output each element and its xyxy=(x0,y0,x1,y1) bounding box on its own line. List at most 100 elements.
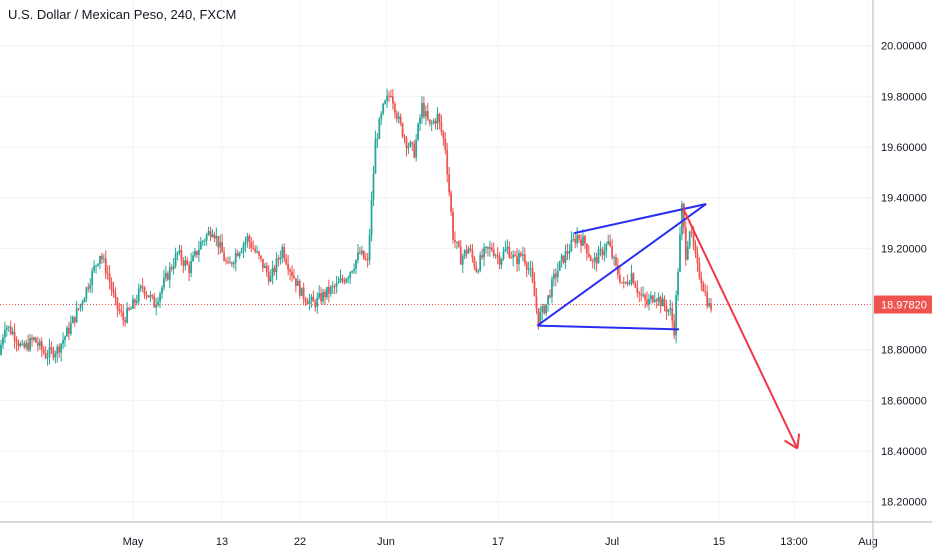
candle-body xyxy=(75,308,78,323)
candle-body xyxy=(653,299,656,302)
x-tick-label: May xyxy=(123,536,144,548)
candle-body xyxy=(327,286,330,294)
candle-body xyxy=(110,281,113,290)
candle-body xyxy=(675,295,678,336)
candle-body xyxy=(79,304,82,309)
candle-body xyxy=(384,100,387,104)
candle-body xyxy=(324,291,326,298)
candle-body xyxy=(205,234,208,241)
candle-body xyxy=(504,249,507,252)
candle-body xyxy=(570,239,573,252)
candle-body xyxy=(391,96,394,104)
candle-body xyxy=(211,234,214,237)
candle-body xyxy=(518,253,520,265)
candle-body xyxy=(244,241,247,245)
candle-body xyxy=(248,236,251,243)
candle-body xyxy=(640,293,643,296)
candle-body xyxy=(9,326,12,334)
candle-body xyxy=(242,244,245,251)
candle-body xyxy=(58,346,61,353)
candle-body xyxy=(106,273,109,275)
candle-body xyxy=(36,342,39,346)
candle-body xyxy=(322,291,324,302)
candle-body xyxy=(320,293,322,302)
candle-body xyxy=(130,308,132,310)
candle-body xyxy=(648,298,650,305)
candle-body xyxy=(188,264,191,274)
candle-body xyxy=(584,236,586,244)
candle-body xyxy=(355,260,357,269)
candle-body xyxy=(97,263,99,266)
candle-body xyxy=(452,211,454,240)
candle-body xyxy=(382,103,385,114)
candle-body xyxy=(137,288,140,302)
candle-body xyxy=(46,356,49,359)
candle-body xyxy=(33,337,35,340)
candle-body xyxy=(267,272,270,282)
candle-body xyxy=(229,262,231,264)
candle-body xyxy=(353,268,355,272)
candle-body xyxy=(170,267,173,269)
candle-body xyxy=(230,262,233,265)
candle-body xyxy=(2,337,4,345)
candle-body xyxy=(436,113,439,124)
candle-body xyxy=(73,316,76,323)
candle-body xyxy=(487,246,489,249)
candle-body xyxy=(339,278,342,282)
candle-body xyxy=(118,308,121,311)
candle-body xyxy=(285,258,288,264)
candle-body xyxy=(180,250,183,261)
candle-body xyxy=(708,303,710,307)
candle-body xyxy=(510,257,513,259)
candle-body xyxy=(609,241,612,247)
candle-body xyxy=(91,270,94,285)
candle-body xyxy=(681,203,683,235)
candle-body xyxy=(657,296,660,302)
candle-body xyxy=(7,326,10,328)
candle-body xyxy=(576,235,579,244)
candle-body xyxy=(459,246,462,265)
candle-body xyxy=(421,103,423,118)
candle-body xyxy=(673,320,676,336)
last-price-label-bg xyxy=(874,295,932,314)
candle-body xyxy=(463,250,466,257)
candle-body xyxy=(514,254,516,257)
candle-body xyxy=(671,308,674,321)
candle-body xyxy=(502,251,505,260)
candle-body xyxy=(153,296,156,308)
candle-body xyxy=(104,258,107,274)
candle-body xyxy=(403,136,406,139)
candle-body xyxy=(545,303,548,314)
candle-body xyxy=(498,255,501,265)
candle-body xyxy=(11,331,14,334)
candle-body xyxy=(62,340,64,344)
candle-body xyxy=(506,246,509,250)
candle-body xyxy=(560,255,563,262)
candle-body xyxy=(659,296,662,307)
candle-body xyxy=(684,227,687,260)
candle-body xyxy=(700,277,703,284)
candle-body xyxy=(335,283,338,287)
candle-body xyxy=(554,273,557,278)
candle-body xyxy=(378,119,381,139)
candle-body xyxy=(364,258,367,260)
candle-body xyxy=(102,258,105,260)
candle-body xyxy=(549,295,551,298)
candle-body xyxy=(450,192,452,212)
x-tick-label: 15 xyxy=(713,536,725,548)
candle-body xyxy=(617,265,619,275)
candle-body xyxy=(308,299,311,305)
candle-body xyxy=(539,312,542,325)
x-tick-label: 22 xyxy=(294,536,306,548)
candle-body xyxy=(269,276,272,282)
last-price-label: 18.97820 xyxy=(881,300,927,312)
candle-body xyxy=(469,248,472,251)
candle-body xyxy=(95,265,97,267)
candle-body xyxy=(240,250,243,253)
candle-body xyxy=(376,138,379,140)
candle-body xyxy=(374,139,377,174)
candle-body xyxy=(23,343,26,348)
candle-body xyxy=(112,289,115,293)
y-tick-label: 18.20000 xyxy=(881,497,927,509)
